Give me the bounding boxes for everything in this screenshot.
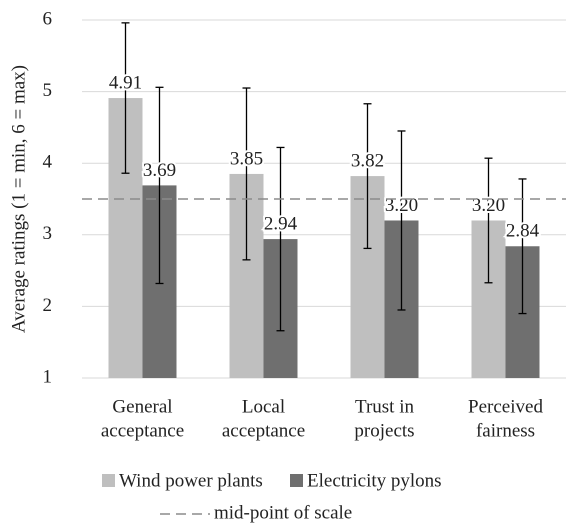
legend-swatch [290,474,303,487]
data-label: 3.20 [472,195,505,216]
data-label: 2.84 [506,221,540,242]
y-tick-label: 5 [43,80,53,101]
error-bar [397,130,406,311]
error-bar [242,87,251,261]
data-label: 3.20 [385,195,418,216]
x-tick-label: Trust in [355,396,414,417]
data-label: 4.91 [109,72,142,93]
x-tick-label: projects [354,420,414,441]
y-tick-label: 1 [43,366,53,387]
y-tick-label: 3 [43,223,53,244]
x-tick-label: acceptance [222,420,305,441]
error-bar [121,22,130,174]
legend-label: mid-point of scale [214,502,352,523]
y-tick-label: 6 [43,8,53,29]
error-bar [155,86,164,285]
error-bar [484,157,493,284]
y-tick-label: 4 [43,152,53,173]
error-bar [276,146,285,332]
x-tick-label: fairness [476,420,535,441]
legend-label: Electricity pylons [307,470,442,491]
x-tick-label: Local [242,396,285,417]
y-axis-label: Average ratings (1 = min, 6 = max) [8,65,29,333]
x-tick-label: General [112,396,172,417]
x-tick-label: Perceived [468,396,543,417]
data-label: 3.69 [143,160,176,181]
legend-label: Wind power plants [119,470,263,491]
y-tick-label: 2 [43,295,53,316]
data-label: 3.85 [230,148,263,169]
error-bar [363,103,372,250]
x-tick-label: acceptance [101,420,184,441]
error-bar [518,178,527,315]
data-label: 3.82 [351,150,384,171]
data-label: 2.94 [264,213,298,234]
legend-swatch [102,474,115,487]
